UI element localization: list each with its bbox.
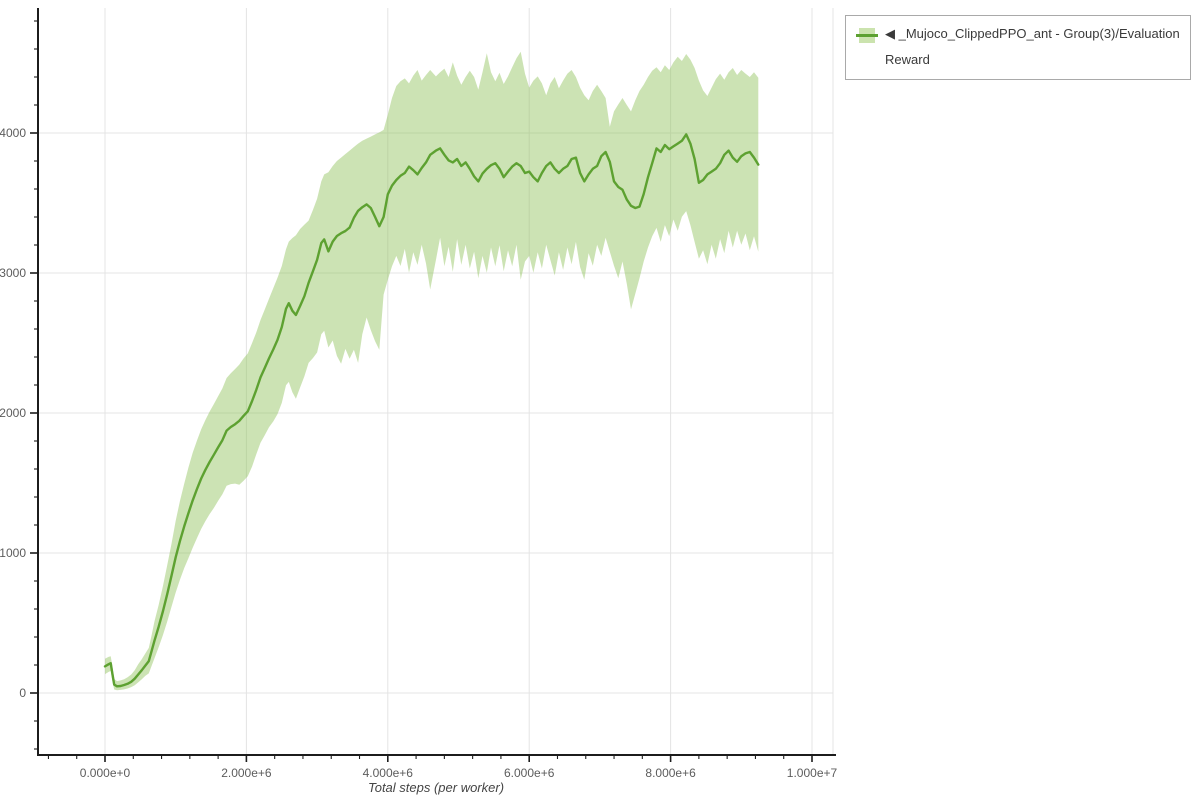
legend-label: ◀ _Mujoco_ClippedPPO_ant - Group(3)/Eval… (885, 26, 1180, 67)
legend: ◀ _Mujoco_ClippedPPO_ant - Group(3)/Eval… (845, 15, 1191, 80)
confidence-band (105, 51, 759, 691)
x-tick-label: 1.000e+7 (787, 766, 838, 780)
gridlines (38, 8, 834, 755)
x-tick-label: 0.000e+0 (80, 766, 131, 780)
x-tick-label: 2.000e+6 (221, 766, 272, 780)
y-tick-label: 4000 (0, 126, 26, 140)
y-tick-label: 3000 (0, 266, 26, 280)
mean-line (103, 133, 760, 688)
x-tick-label: 6.000e+6 (504, 766, 555, 780)
y-tick-label: 0 (19, 686, 26, 700)
x-tick-label: 4.000e+6 (363, 766, 414, 780)
series-swatch-icon (856, 28, 878, 43)
tick-labels: 0.000e+0 2.000e+6 4.000e+6 6.000e+6 8.000e+6… (0, 126, 838, 780)
y-tick-label: 1000 (0, 546, 26, 560)
series-swatch-line (856, 34, 878, 37)
x-tick-label: 8.000e+6 (645, 766, 696, 780)
x-axis-title: Total steps (per worker) (367, 780, 505, 795)
legend-item-evaluation-reward[interactable]: ◀ _Mujoco_ClippedPPO_ant - Group(3)/Eval… (846, 16, 1190, 79)
y-tick-label: 2000 (0, 406, 26, 420)
ticks (30, 20, 813, 762)
series-layer (103, 51, 760, 691)
